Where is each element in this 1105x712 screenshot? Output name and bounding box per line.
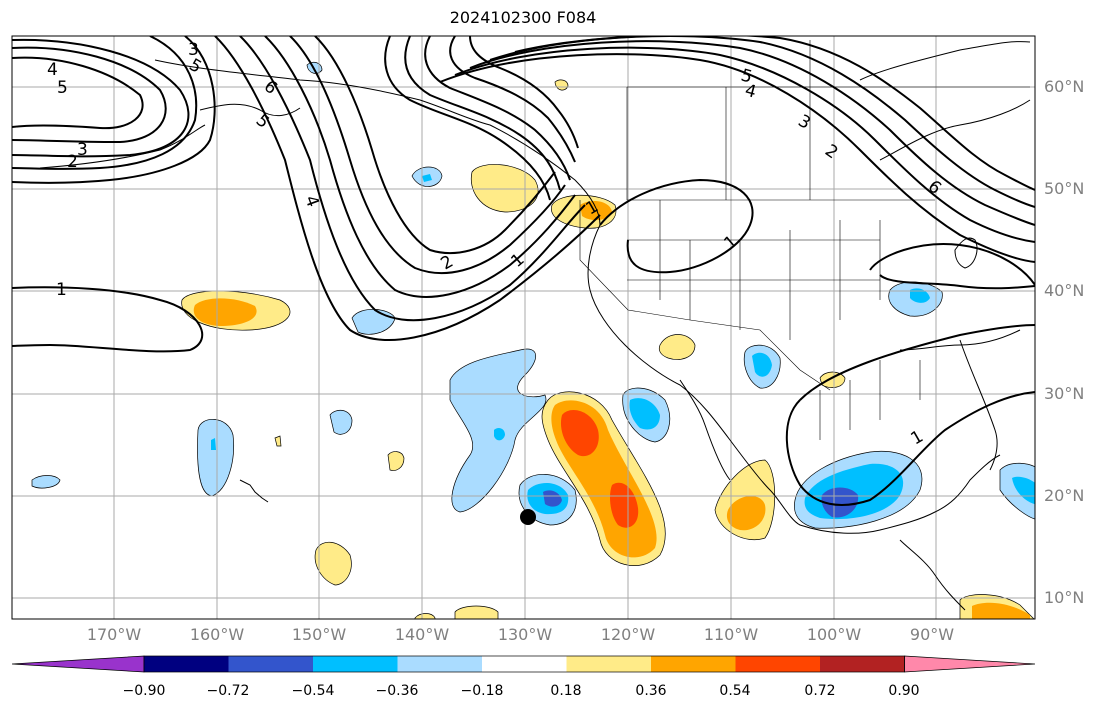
fill-cyan (1012, 476, 1035, 505)
colorbar-tick-label: 0.36 (635, 683, 667, 699)
colorbar-swatch (313, 656, 398, 672)
lon-label-120w: 120°W (600, 625, 656, 644)
map-plot-area (12, 36, 1035, 619)
anomaly-fills (31, 61, 1035, 619)
fill-yellow (658, 334, 696, 360)
lon-label-100w: 100°W (806, 625, 862, 644)
fill-lightblue (31, 475, 61, 489)
contour-label: 2 (67, 152, 78, 172)
colorbar-tick-label: 0.72 (804, 683, 836, 699)
fill-lightblue (329, 409, 353, 435)
fill-yellow (470, 164, 539, 213)
fill-cyan (629, 398, 660, 430)
colorbar-tick-label: −0.18 (460, 683, 504, 699)
colorbar-swatch (144, 656, 229, 672)
fill-lightblue (197, 419, 234, 497)
colorbar-swatch (651, 656, 736, 672)
colorbar-tick-label: −0.36 (375, 683, 419, 699)
contour-label: 1 (56, 280, 67, 300)
lon-label-160w: 160°W (189, 625, 245, 644)
colorbar-tick-label: 0.54 (719, 683, 751, 699)
contour-label: 4 (743, 81, 759, 103)
fill-cyan (211, 438, 216, 450)
contour-lines (12, 36, 1035, 506)
contour-label: 3 (188, 40, 199, 60)
colorbar-max-extend (904, 655, 1036, 673)
storm-position-marker (520, 509, 536, 525)
political-borders (579, 40, 1030, 440)
colorbar-tick-label: −0.90 (122, 683, 166, 699)
fill-orange (726, 495, 766, 531)
lat-label-10n: 10°N (1044, 588, 1085, 607)
fill-orange (580, 200, 612, 221)
contour-label: 4 (47, 60, 58, 80)
lat-label-60n: 60°N (1044, 77, 1085, 96)
colorbar-swatch (820, 656, 905, 672)
fill-cyan (422, 174, 432, 182)
fill-yellow (454, 605, 499, 619)
fill-yellow (387, 451, 405, 471)
lat-label-30n: 30°N (1044, 384, 1085, 403)
fill-cyan (494, 427, 505, 441)
fill-red (610, 482, 639, 528)
fill-yellow (819, 371, 846, 388)
fill-orange (193, 298, 257, 326)
fill-blue (821, 487, 859, 518)
lon-label-140w: 140°W (394, 625, 450, 644)
fill-yellow (414, 613, 436, 619)
lon-label-130w: 130°W (497, 625, 553, 644)
lon-label-150w: 150°W (291, 625, 347, 644)
colorbar-tick-label: 0.18 (550, 683, 582, 699)
fill-yellow (274, 435, 282, 447)
lat-label-50n: 50°N (1044, 179, 1085, 198)
lon-label-90w: 90°W (909, 625, 955, 644)
colorbar-tick-label: −0.72 (206, 683, 250, 699)
colorbar (11, 655, 1036, 673)
lat-label-20n: 20°N (1044, 486, 1085, 505)
colorbar-swatch (566, 656, 651, 672)
map-frame (11, 35, 1036, 620)
colorbar-swatch (397, 656, 482, 672)
colorbar-tick-label: 0.90 (888, 683, 920, 699)
fill-red (560, 410, 599, 457)
map-title: 2024102300 F084 (449, 8, 597, 27)
colorbar-min-extend (11, 655, 145, 673)
fill-cyan (752, 352, 772, 377)
lon-label-110w: 110°W (703, 625, 759, 644)
colorbar-frame (143, 655, 905, 673)
lon-label-170w: 170°W (86, 625, 142, 644)
lat-label-40n: 40°N (1044, 281, 1085, 300)
contour-label: 3 (77, 140, 88, 160)
colorbar-swatch (228, 656, 313, 672)
fill-cyan (910, 288, 930, 303)
contour-label: 5 (739, 66, 755, 88)
colorbar-swatch (482, 656, 567, 672)
fill-blue (543, 490, 562, 507)
colorbar-swatch (735, 656, 820, 672)
fill-orange (972, 602, 1030, 619)
contour-label: 5 (57, 78, 68, 98)
colorbar-tick-label: −0.54 (291, 683, 335, 699)
